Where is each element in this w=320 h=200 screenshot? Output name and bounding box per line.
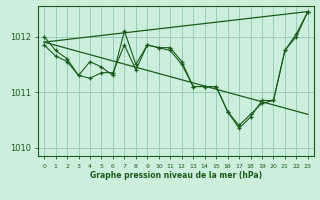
X-axis label: Graphe pression niveau de la mer (hPa): Graphe pression niveau de la mer (hPa) bbox=[90, 171, 262, 180]
